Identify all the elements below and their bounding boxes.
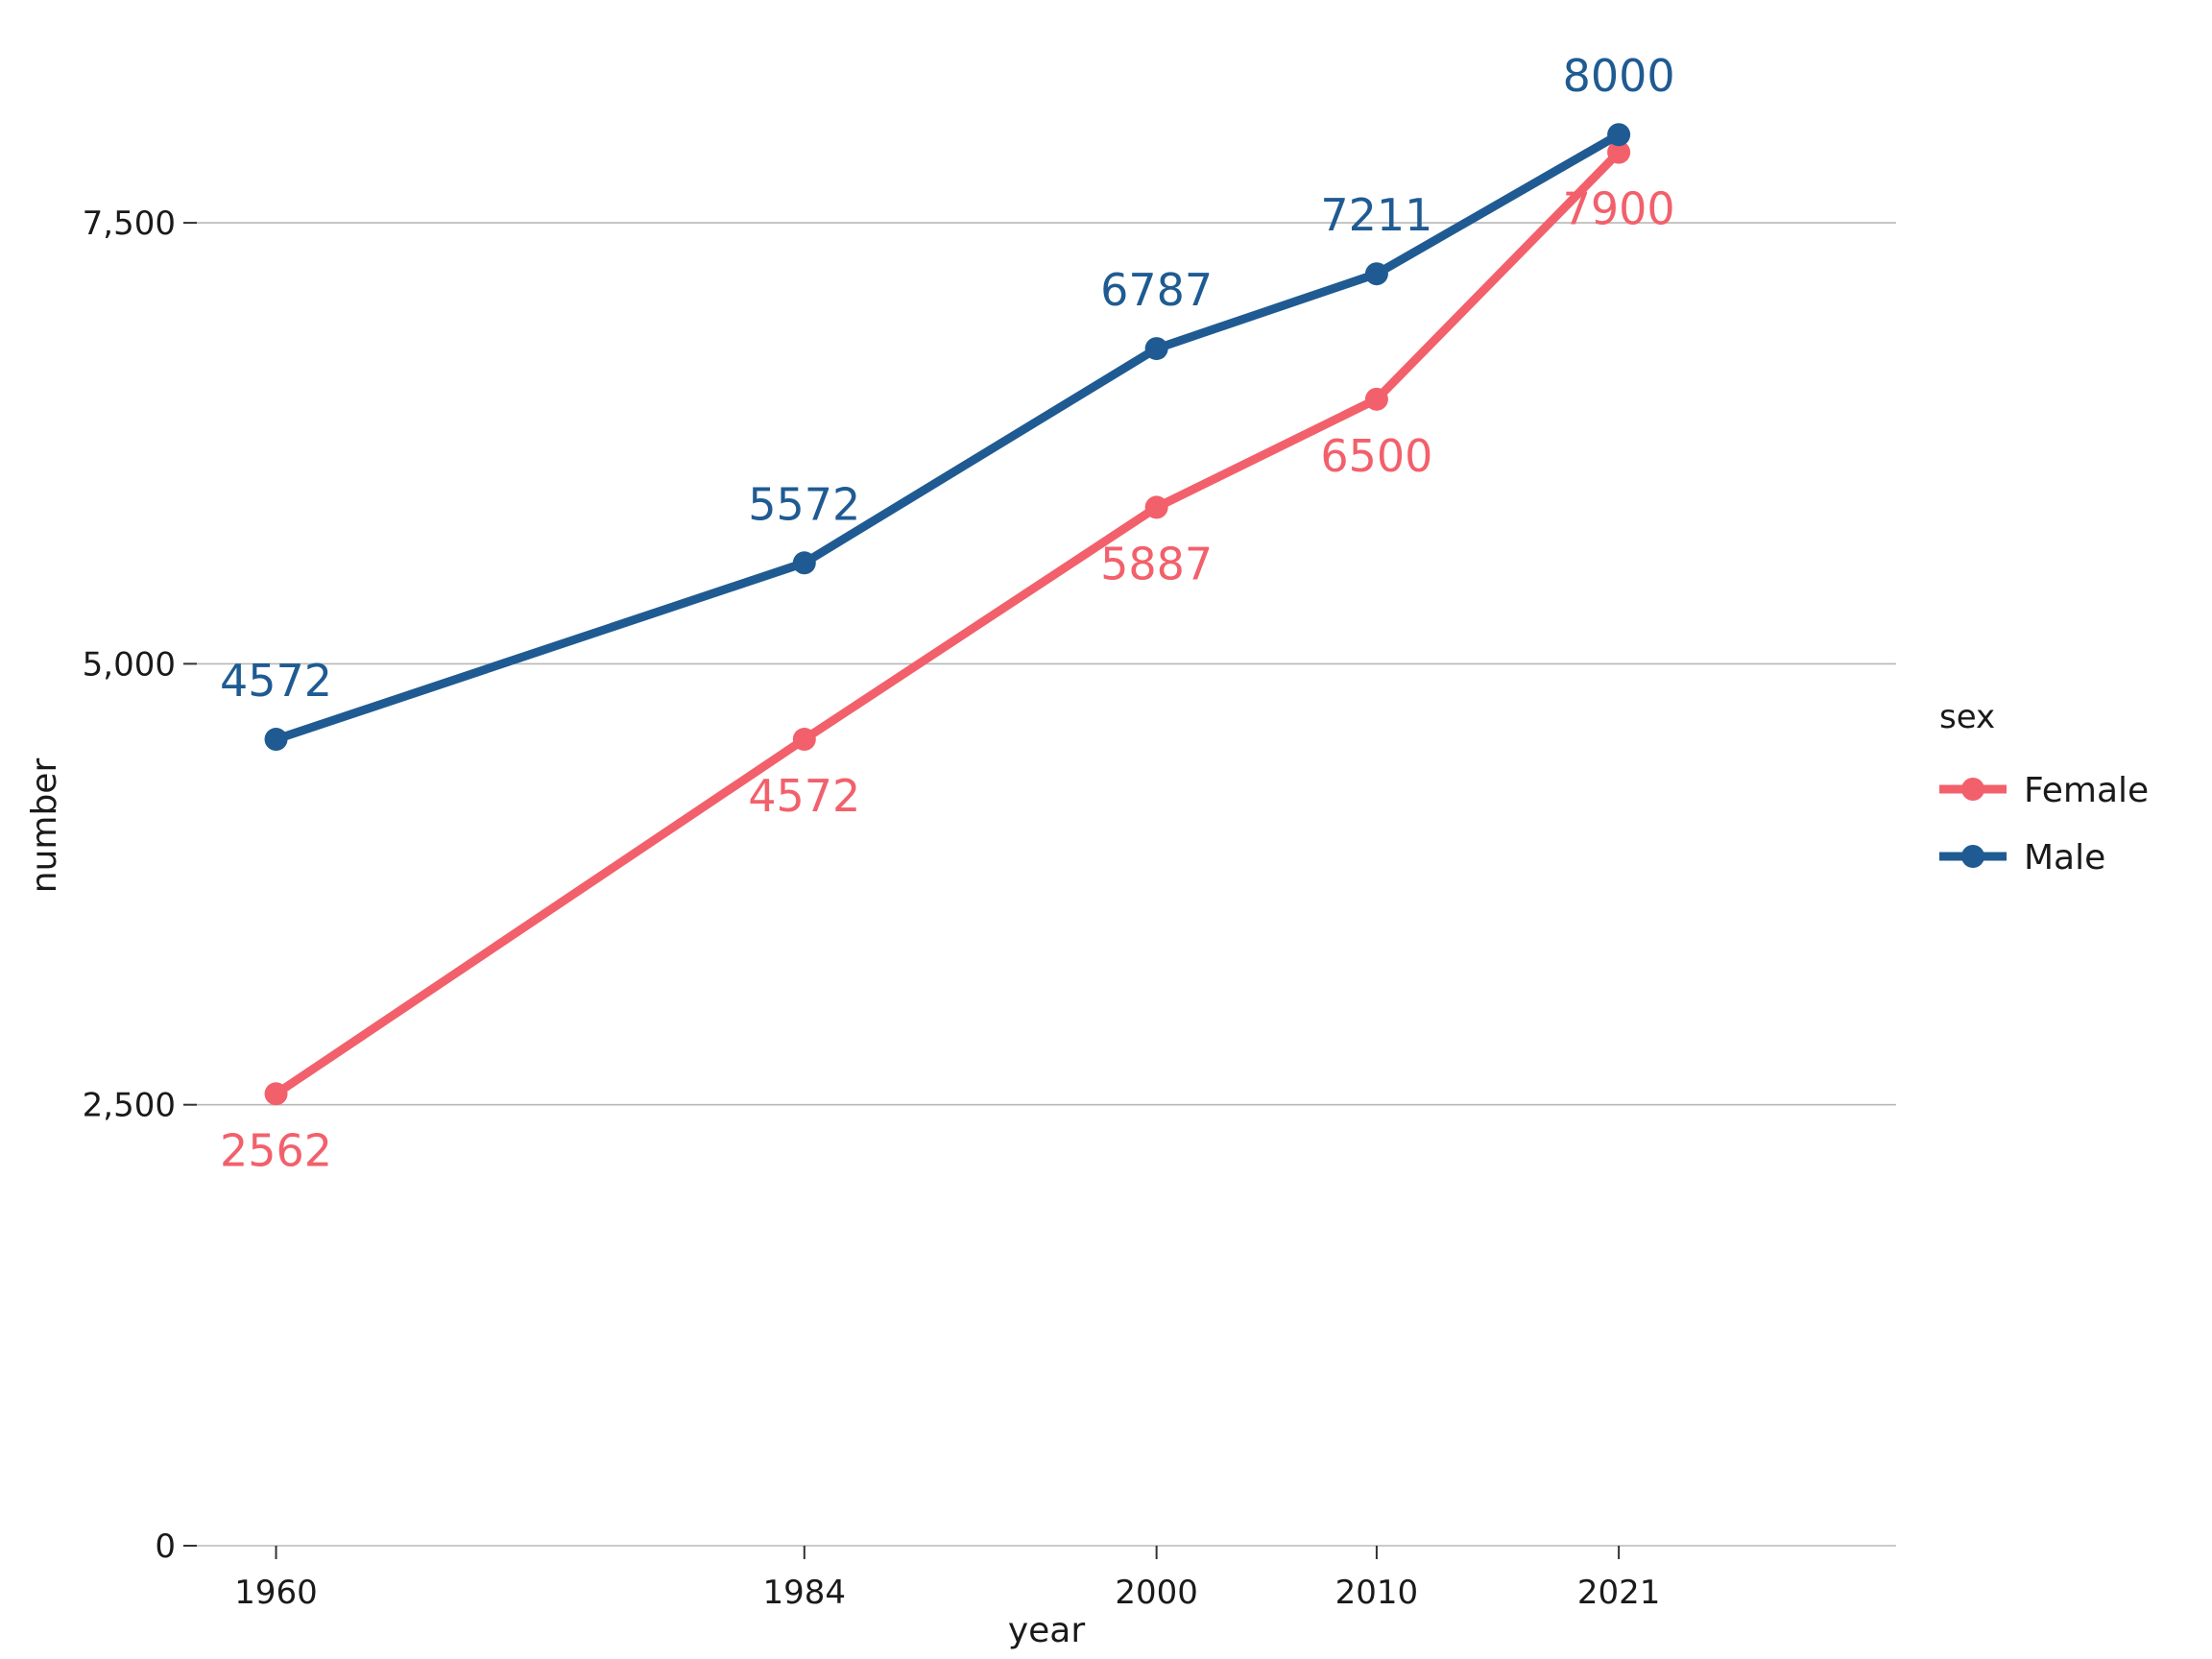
data-label-male: 5572 (748, 478, 860, 530)
gridlines (197, 222, 1896, 1547)
point-female (1364, 387, 1388, 411)
data-label-female: 5887 (1100, 538, 1213, 589)
point-female (1607, 140, 1631, 164)
data-label-male: 4572 (220, 655, 332, 707)
point-female (792, 728, 816, 752)
series-lines (264, 123, 1631, 1106)
legend-key-male: Male (1939, 838, 2105, 878)
legend-point-female (1961, 778, 1984, 801)
data-label-male: 7211 (1320, 189, 1432, 241)
point-male (1144, 337, 1168, 361)
data-label-female: 4572 (748, 770, 860, 822)
x-tick-label: 2000 (1115, 1574, 1198, 1612)
y-tick-label: 5,000 (83, 645, 176, 684)
series-line-female (272, 148, 1623, 1098)
data-label-female: 7900 (1563, 183, 1675, 235)
y-tick-label: 2,500 (83, 1087, 176, 1125)
x-axis-title: year (1008, 1611, 1086, 1650)
legend-label-male: Male (2024, 838, 2105, 878)
x-tick-label: 2021 (1577, 1574, 1661, 1612)
data-label-female: 2562 (220, 1124, 332, 1176)
legend: sex Female Male (1939, 698, 2149, 878)
legend-key-female: Female (1939, 771, 2149, 810)
data-labels: 2562 4572 5887 6500 7900 4572 5572 6787 7211 8000 (220, 50, 1675, 1176)
y-axis-title: number (25, 758, 64, 894)
axes: 0 2,500 5,000 7,500 1960 1984 2000 2010 2021 (83, 204, 1661, 1612)
legend-point-male (1961, 845, 1984, 868)
point-male (792, 551, 816, 575)
data-label-male: 6787 (1100, 264, 1213, 316)
point-male (1364, 262, 1388, 286)
data-label-female: 6500 (1320, 430, 1432, 482)
point-male (264, 728, 288, 752)
legend-label-female: Female (2024, 771, 2149, 810)
point-female (1144, 495, 1168, 519)
data-label-male: 8000 (1563, 50, 1675, 102)
x-tick-label: 2010 (1335, 1574, 1419, 1612)
y-tick-label: 7,500 (83, 204, 176, 243)
legend-title: sex (1939, 698, 1995, 736)
point-male (1607, 123, 1631, 147)
x-tick-label: 1960 (234, 1574, 318, 1612)
y-tick-label: 0 (155, 1527, 176, 1566)
point-female (264, 1082, 288, 1106)
x-tick-label: 1984 (763, 1574, 847, 1612)
